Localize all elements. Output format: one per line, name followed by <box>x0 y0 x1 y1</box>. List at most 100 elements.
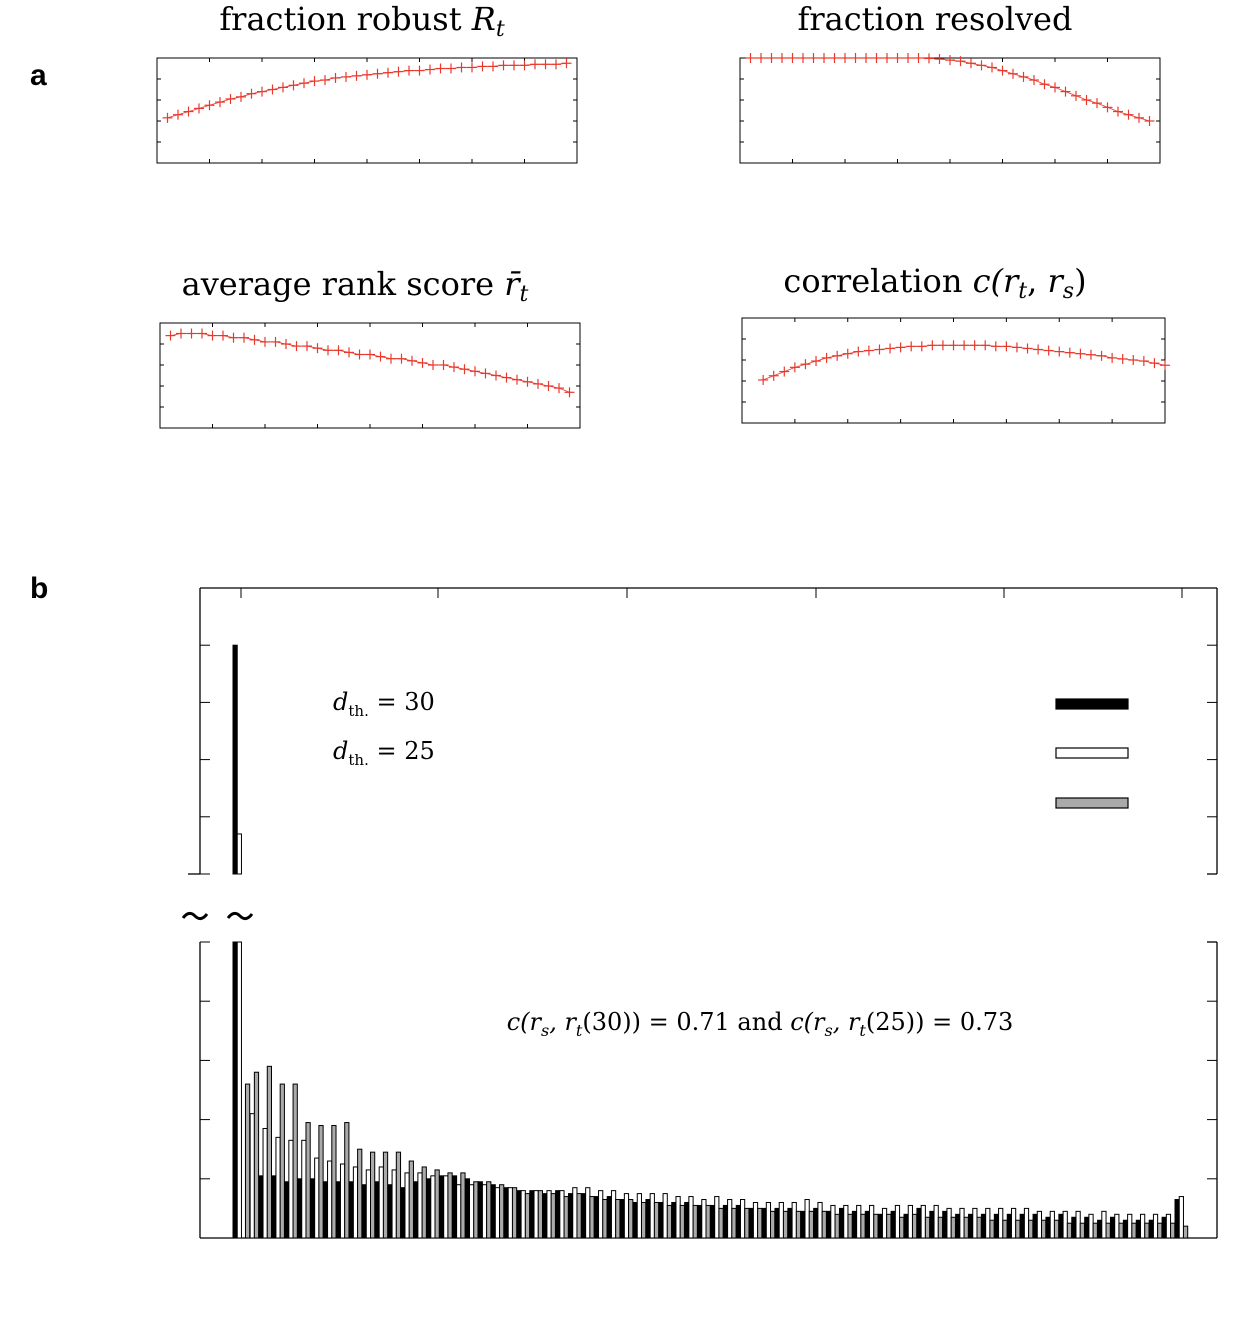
bar <box>688 1196 694 1239</box>
bar <box>232 941 238 1239</box>
bar <box>1036 1210 1043 1239</box>
bar <box>610 1190 617 1239</box>
bar <box>1015 1219 1021 1239</box>
data-point <box>162 112 173 123</box>
bar <box>632 1201 638 1239</box>
bar <box>327 1160 333 1239</box>
bar <box>834 1213 840 1239</box>
bar <box>856 1204 862 1239</box>
legend-entry: dth. = 30 <box>333 688 1129 720</box>
legend-swatch <box>1055 698 1129 710</box>
bar <box>804 1199 810 1239</box>
bar <box>795 1210 802 1239</box>
bar <box>352 1166 359 1239</box>
plot-title: average rank score r̄t <box>182 265 529 307</box>
bar <box>920 1204 926 1239</box>
bar <box>378 1166 384 1239</box>
bar <box>266 1065 273 1239</box>
bar <box>451 1175 458 1239</box>
bar <box>249 1113 255 1239</box>
bar <box>1157 1222 1163 1239</box>
bar <box>555 1190 561 1239</box>
bar <box>288 1139 294 1239</box>
bar <box>529 1190 535 1239</box>
bar <box>585 1187 591 1239</box>
bar <box>701 1199 707 1239</box>
bar <box>615 1199 621 1239</box>
bar <box>477 1181 483 1239</box>
bar <box>1010 1207 1017 1239</box>
bar <box>899 1216 905 1239</box>
bar <box>1118 1222 1124 1239</box>
bar <box>503 1187 509 1239</box>
bar <box>589 1196 595 1239</box>
bar <box>955 1213 961 1239</box>
bar <box>903 1213 909 1239</box>
bar <box>568 1193 574 1239</box>
bar <box>697 1204 703 1239</box>
panel-label-a: a <box>30 59 47 92</box>
bar <box>821 1210 827 1239</box>
bar <box>645 1199 651 1239</box>
bar <box>718 1207 724 1239</box>
bar <box>873 1213 879 1239</box>
bar <box>976 1216 982 1239</box>
bar <box>778 1201 784 1239</box>
bar <box>606 1196 612 1239</box>
bar <box>460 1172 466 1239</box>
legend-math: dth. = 25 <box>333 737 435 769</box>
bar <box>464 1178 471 1239</box>
bar <box>499 1184 505 1239</box>
legend-entry: dth. = 25 <box>333 737 1129 769</box>
bar <box>456 1184 462 1239</box>
bar <box>1045 1216 1051 1239</box>
bar <box>847 1213 853 1239</box>
bar <box>1109 1216 1116 1239</box>
bar <box>968 1213 974 1239</box>
bar <box>408 1160 414 1239</box>
bar <box>348 1181 354 1239</box>
bar <box>1105 1222 1111 1239</box>
small-plot-1: fraction robust Rt <box>156 0 578 164</box>
bar <box>1101 1210 1107 1239</box>
bar <box>486 1181 492 1239</box>
bar <box>593 1196 600 1239</box>
bar <box>942 1210 948 1239</box>
bar <box>572 1187 578 1239</box>
bar <box>438 1175 445 1239</box>
bar <box>430 1175 436 1239</box>
bar <box>959 1207 965 1239</box>
bar <box>817 1201 823 1239</box>
bar <box>314 1157 320 1239</box>
bar <box>447 1172 453 1239</box>
bar <box>537 1190 543 1239</box>
annotation-formula: c(rs, rt(30)) = 0.71 and c(rs, rt(25)) =… <box>507 1008 1014 1040</box>
bar <box>580 1193 587 1239</box>
bar <box>563 1196 569 1239</box>
bar <box>524 1193 531 1239</box>
bar <box>426 1178 432 1239</box>
bar <box>782 1210 789 1239</box>
bar <box>309 1178 316 1239</box>
legend-math: dth. = 30 <box>333 688 435 720</box>
bar <box>1178 1196 1184 1239</box>
bar <box>494 1187 501 1239</box>
bar <box>1028 1219 1034 1239</box>
small-plot-3: average rank score r̄t <box>159 265 581 429</box>
bar <box>297 1178 303 1239</box>
bar <box>1182 1225 1189 1239</box>
bar <box>520 1190 526 1239</box>
data-line <box>750 57 1150 122</box>
bar <box>666 1204 673 1239</box>
bar <box>335 1181 341 1239</box>
bar <box>722 1204 729 1239</box>
bar <box>1144 1222 1150 1239</box>
bar <box>1053 1219 1060 1239</box>
bar <box>709 1204 716 1239</box>
bar <box>361 1184 367 1239</box>
bar <box>653 1201 660 1239</box>
legend-swatch <box>1055 797 1129 809</box>
bar <box>640 1201 647 1239</box>
bar <box>1131 1222 1137 1239</box>
